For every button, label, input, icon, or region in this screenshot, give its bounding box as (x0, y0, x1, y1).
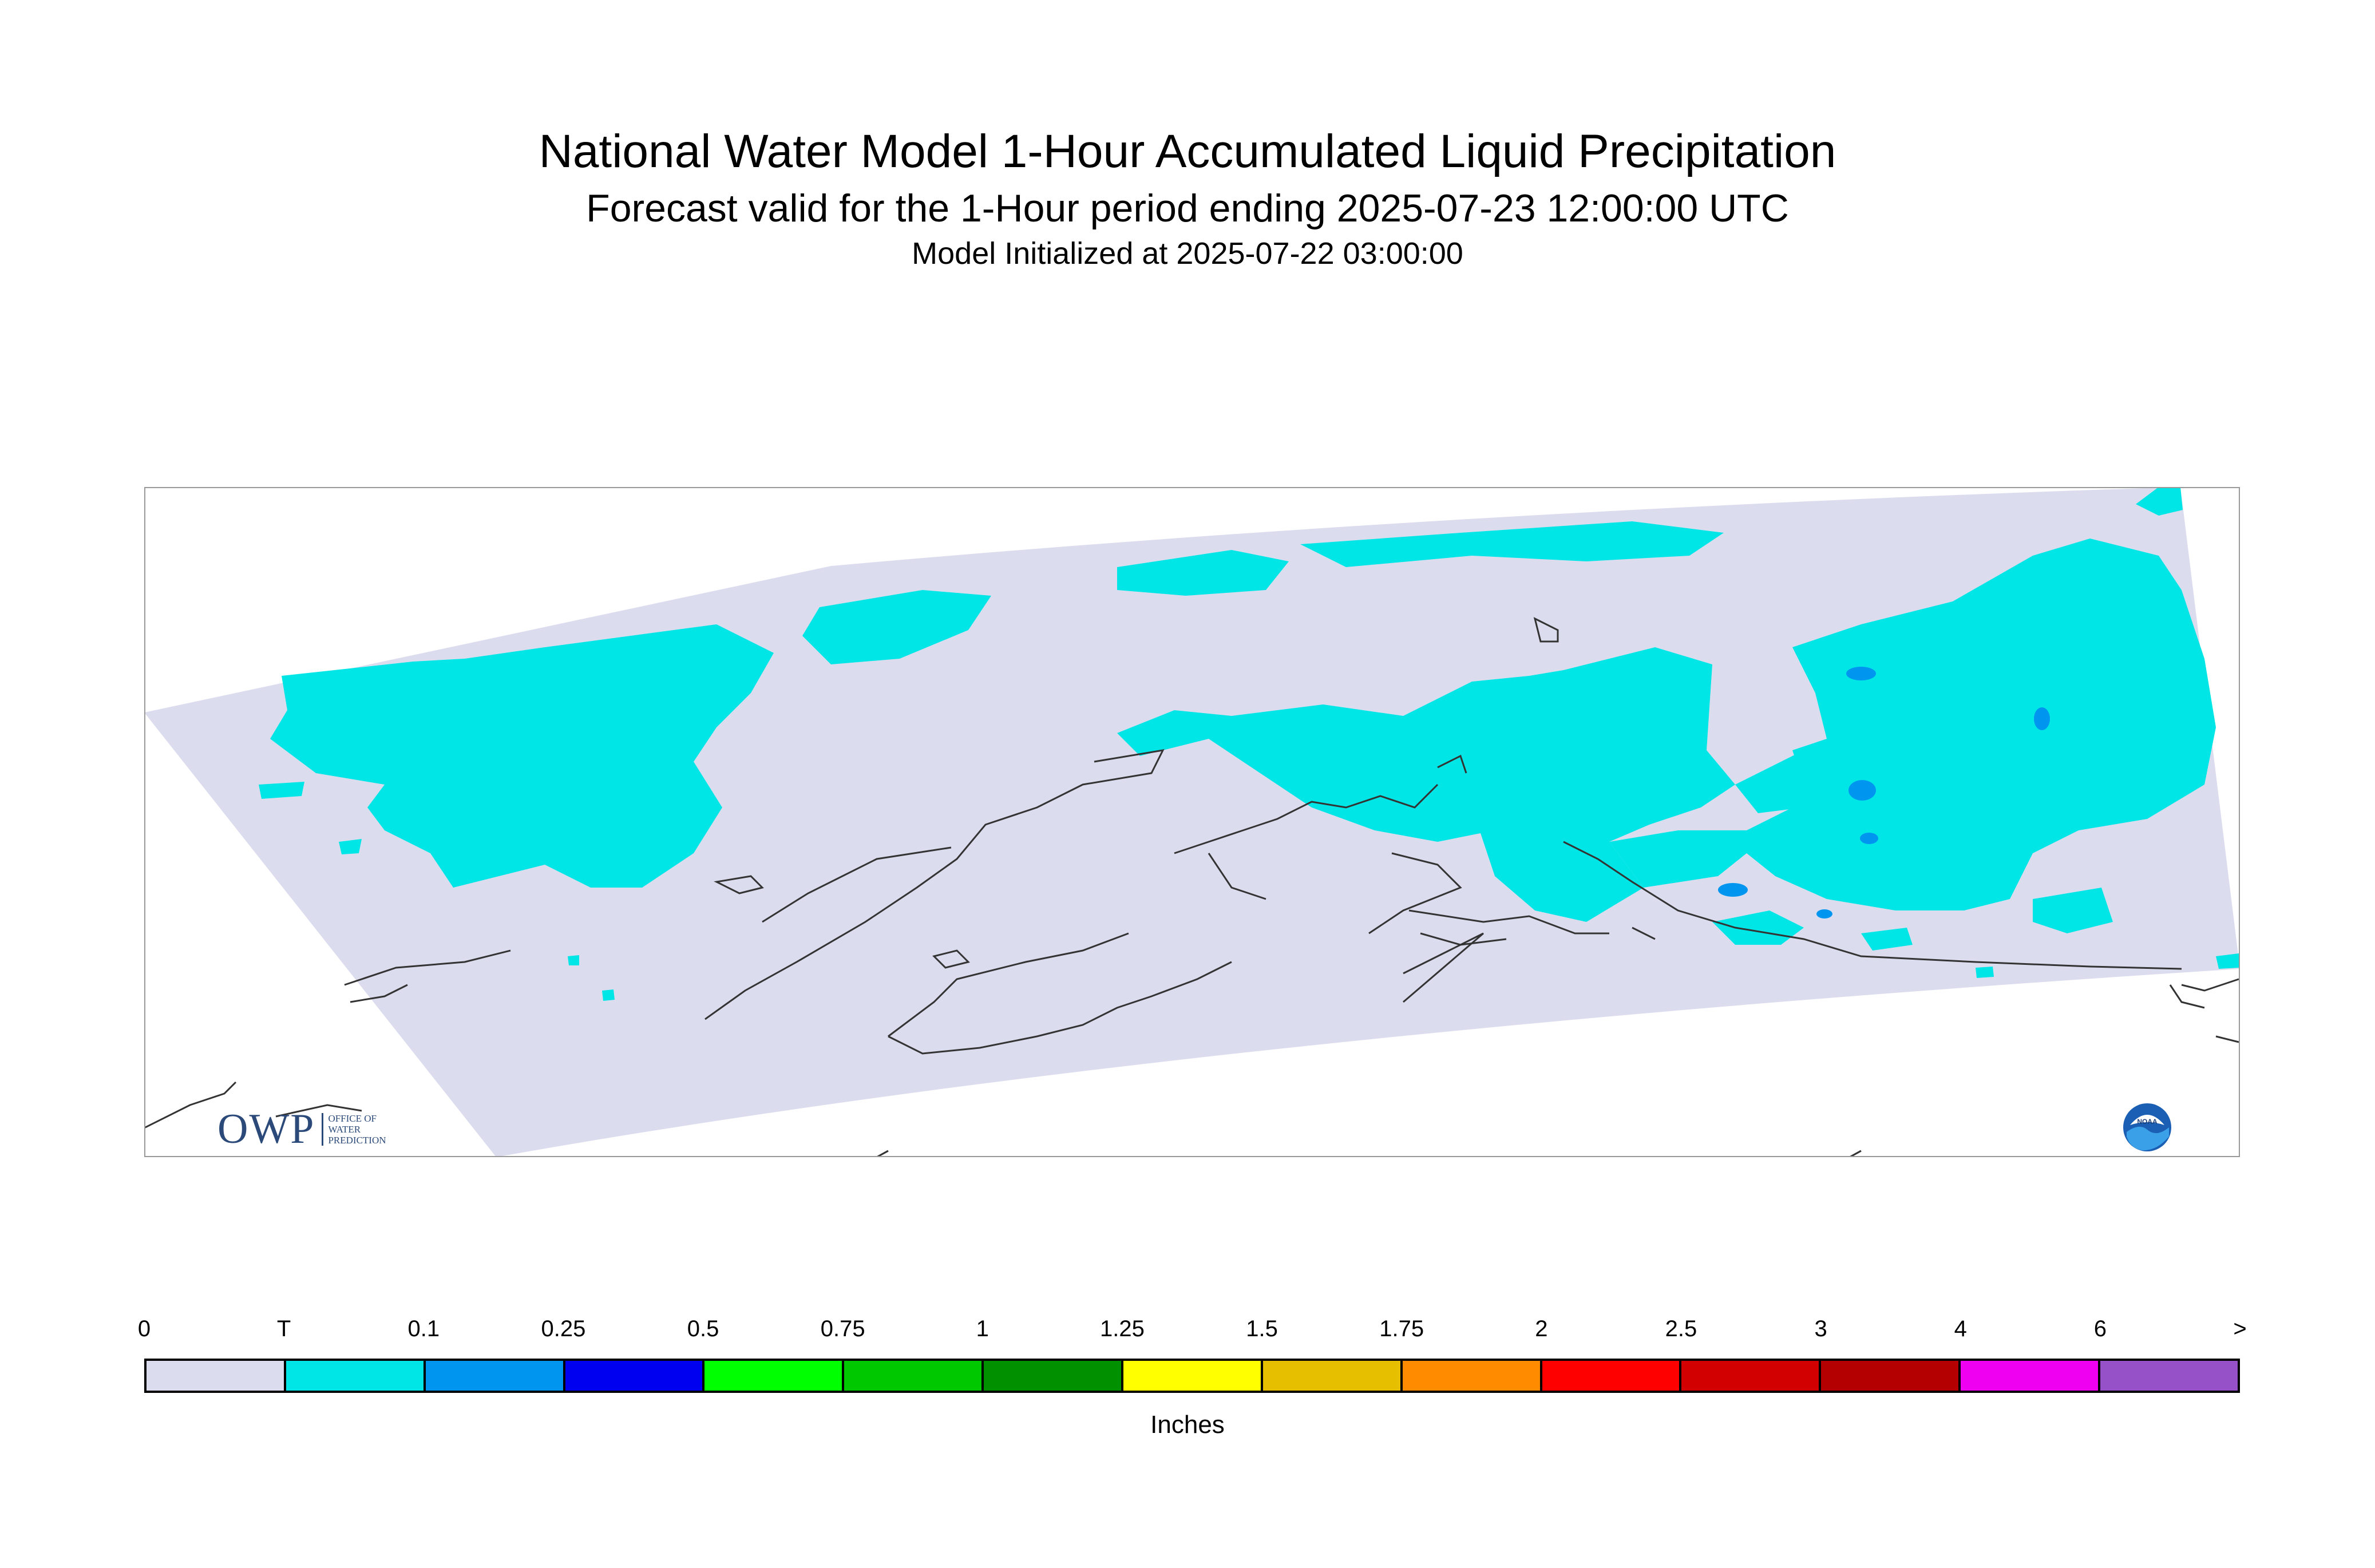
colorbar-tick-label: 6 (2093, 1316, 2107, 1341)
colorbar-tick-label: 0.75 (820, 1316, 865, 1341)
colorbar-swatch (984, 1361, 1124, 1391)
colorbar-swatch (1542, 1361, 1682, 1391)
colorbar-swatch (2100, 1361, 2238, 1391)
colorbar-tick-label: 0.1 (407, 1316, 440, 1341)
owp-logo: OWP OFFICE OF WATER PREDICTION (217, 1106, 386, 1153)
noaa-logo-text: NOAA (2137, 1118, 2158, 1126)
precipitation-map (144, 487, 2240, 1157)
colorbar-tick-label: 0 (137, 1316, 151, 1341)
precip-colorbar (144, 1359, 2240, 1393)
owp-sub-line-3: PREDICTION (328, 1134, 386, 1146)
colorbar-units-label: Inches (1150, 1411, 1225, 1439)
colorbar-swatch (1123, 1361, 1263, 1391)
coastlines (144, 617, 2239, 1157)
colorbar-swatch (147, 1361, 286, 1391)
owp-sub-line-2: WATER (328, 1123, 361, 1135)
light-precip-spots (1718, 667, 2050, 918)
colorbar-tick-label: 1.75 (1379, 1316, 1424, 1341)
colorbar-swatch (844, 1361, 984, 1391)
colorbar-swatch (286, 1361, 426, 1391)
colorbar-swatch (704, 1361, 845, 1391)
map-title: National Water Model 1-Hour Accumulated … (539, 125, 1836, 177)
noaa-logo: NOAA (2123, 1103, 2171, 1151)
colorbar-tick-label: 0.25 (541, 1316, 586, 1341)
colorbar-tick-label: 1.25 (1099, 1316, 1145, 1341)
colorbar-tick-label: 1 (976, 1316, 989, 1341)
colorbar-swatch (1262, 1361, 1403, 1391)
colorbar-swatch (565, 1361, 705, 1391)
colorbar-tick-label: > (2233, 1316, 2247, 1341)
colorbar-swatch (1961, 1361, 2101, 1391)
colorbar-tick-label: 3 (1814, 1316, 1827, 1341)
colorbar-swatch (425, 1361, 565, 1391)
model-init-text: Model Initialized at 2025-07-22 03:00:00 (912, 236, 1463, 271)
colorbar-swatch (1821, 1361, 1961, 1391)
colorbar-tick-label: 2.5 (1665, 1316, 1697, 1341)
colorbar-swatch (1402, 1361, 1542, 1391)
map-border (144, 487, 2240, 1157)
colorbar-tick-label: T (276, 1316, 291, 1341)
colorbar-tick-label: 1.5 (1246, 1316, 1278, 1341)
colorbar-tick-label: 4 (1954, 1316, 1967, 1341)
colorbar-swatch (1681, 1361, 1822, 1391)
colorbar-tick-label: 0.5 (687, 1316, 719, 1341)
owp-logo-letters: OWP (217, 1106, 315, 1153)
colorbar-tick-label: 2 (1535, 1316, 1548, 1341)
owp-sub-line-1: OFFICE OF (328, 1112, 377, 1124)
owp-logo-subtext: OFFICE OF WATER PREDICTION (322, 1112, 386, 1146)
forecast-valid-subtitle: Forecast valid for the 1-Hour period end… (586, 187, 1789, 230)
trace-precip-areas (259, 487, 2239, 1001)
